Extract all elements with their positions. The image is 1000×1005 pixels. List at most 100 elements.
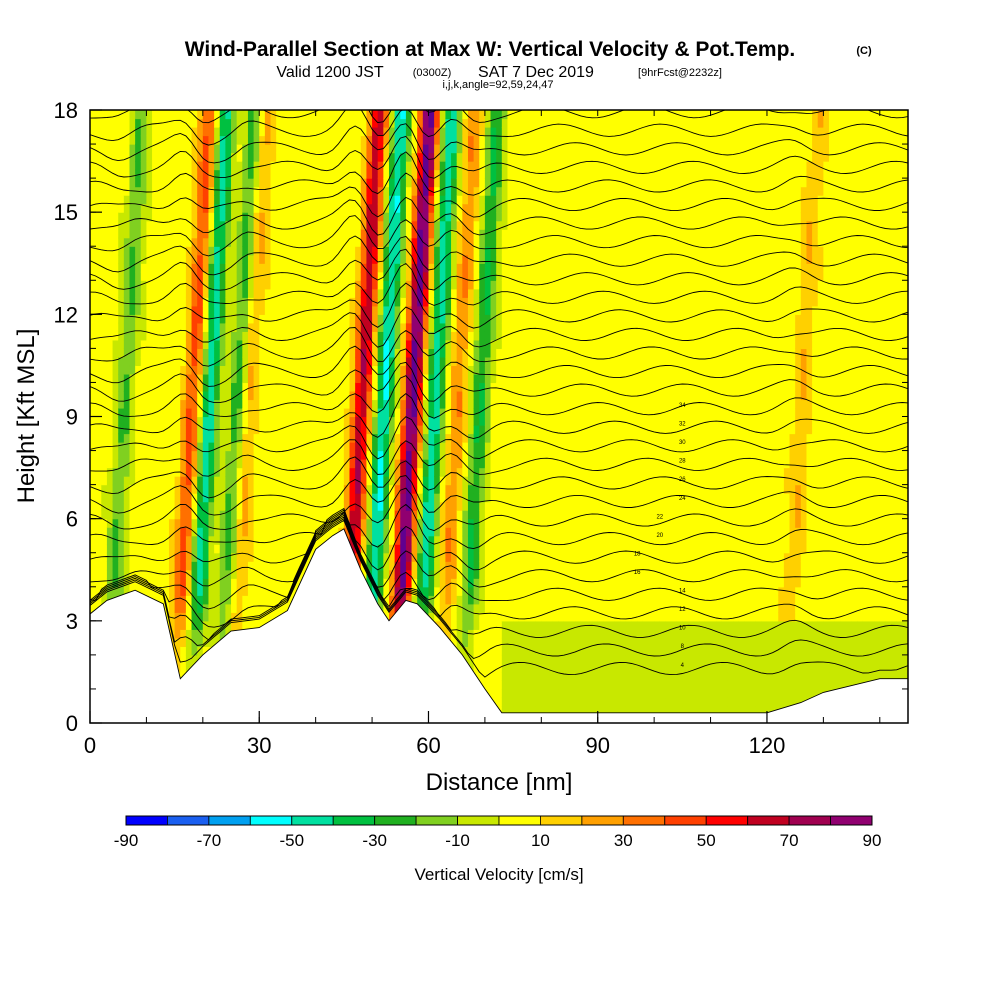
velocity-cell (276, 195, 283, 205)
velocity-cell (146, 254, 153, 264)
velocity-cell (462, 450, 469, 460)
velocity-cell (281, 586, 289, 596)
velocity-cell (405, 518, 413, 528)
velocity-cell (394, 135, 401, 145)
velocity-cell (326, 382, 334, 392)
velocity-cell (231, 620, 238, 630)
velocity-cell (129, 339, 136, 349)
velocity-cell (191, 144, 198, 154)
velocity-cell (411, 476, 418, 486)
velocity-cell (343, 493, 351, 503)
velocity-cell (366, 518, 373, 528)
velocity-cell (168, 561, 176, 571)
velocity-cell (191, 433, 198, 443)
velocity-cell (225, 450, 232, 460)
velocity-cell (417, 110, 424, 120)
velocity-cell (281, 169, 289, 179)
velocity-cell (95, 195, 102, 205)
velocity-cell (112, 127, 119, 137)
velocity-cell (434, 169, 441, 179)
velocity-cell (140, 322, 148, 332)
velocity-cell (180, 127, 187, 137)
velocity-cell (377, 527, 384, 537)
velocity-cell (225, 535, 232, 545)
velocity-cell (101, 356, 108, 367)
velocity-cell (180, 416, 187, 426)
velocity-cell (163, 237, 170, 247)
velocity-cell (185, 305, 193, 315)
velocity-cell (185, 110, 193, 120)
velocity-cell (259, 348, 266, 358)
velocity-cell (411, 561, 418, 571)
velocity-cell (451, 382, 458, 392)
velocity-cell (112, 348, 119, 358)
velocity-cell (242, 203, 249, 213)
velocity-cell (377, 552, 384, 562)
velocity-cell (377, 314, 384, 324)
velocity-cell (281, 578, 289, 588)
velocity-cell (462, 118, 469, 128)
velocity-cell (332, 263, 339, 273)
velocity-cell (287, 493, 294, 503)
velocity-cell (180, 578, 187, 588)
velocity-cell (360, 544, 368, 554)
velocity-cell (467, 637, 475, 647)
velocity-cell (372, 246, 379, 256)
velocity-cell (118, 203, 125, 213)
velocity-cell (451, 297, 458, 307)
velocity-cell (202, 246, 210, 256)
velocity-cell (106, 212, 114, 222)
velocity-cell (129, 459, 136, 469)
velocity-cell (388, 535, 396, 545)
velocity-cell (95, 246, 102, 256)
velocity-cell (298, 467, 305, 477)
velocity-cell (247, 110, 255, 120)
velocity-cell (225, 586, 232, 596)
velocity-cell (95, 407, 102, 418)
velocity-cell (123, 476, 131, 486)
velocity-cell (236, 339, 243, 349)
velocity-cell (355, 263, 362, 273)
velocity-cell (456, 144, 463, 154)
velocity-cell (214, 314, 221, 324)
velocity-cell (101, 569, 108, 579)
velocity-cell (270, 518, 277, 528)
velocity-cell (366, 161, 373, 171)
velocity-cell (304, 501, 311, 511)
velocity-cell (123, 407, 131, 418)
velocity-cell (422, 212, 430, 222)
velocity-cell (185, 237, 193, 247)
velocity-cell (219, 271, 226, 281)
velocity-cell (411, 254, 418, 264)
velocity-cell (388, 527, 396, 537)
velocity-cell (242, 178, 249, 188)
velocity-cell (467, 612, 475, 622)
velocity-cell (276, 365, 283, 375)
velocity-cell (434, 152, 441, 162)
velocity-cell (298, 135, 305, 145)
velocity-cell (281, 373, 289, 384)
velocity-cell (321, 467, 328, 477)
velocity-cell (388, 271, 396, 281)
velocity-cell (276, 271, 283, 281)
velocity-cell (349, 246, 356, 256)
velocity-cell (372, 535, 379, 545)
velocity-cell (428, 229, 435, 239)
velocity-cell (281, 425, 289, 435)
velocity-cell (417, 356, 424, 367)
velocity-cell (90, 118, 97, 128)
velocity-cell (360, 237, 368, 247)
velocity-cell (129, 356, 136, 367)
velocity-cell (163, 297, 170, 307)
velocity-cell (349, 280, 356, 290)
velocity-cell (451, 569, 458, 579)
velocity-cell (106, 493, 114, 503)
velocity-cell (146, 186, 153, 196)
velocity-cell (445, 459, 452, 469)
velocity-cell (225, 314, 232, 324)
velocity-cell (264, 288, 272, 298)
velocity-cell (202, 118, 210, 128)
velocity-cell (236, 220, 243, 230)
velocity-cell (95, 305, 102, 315)
velocity-cell (270, 135, 277, 145)
